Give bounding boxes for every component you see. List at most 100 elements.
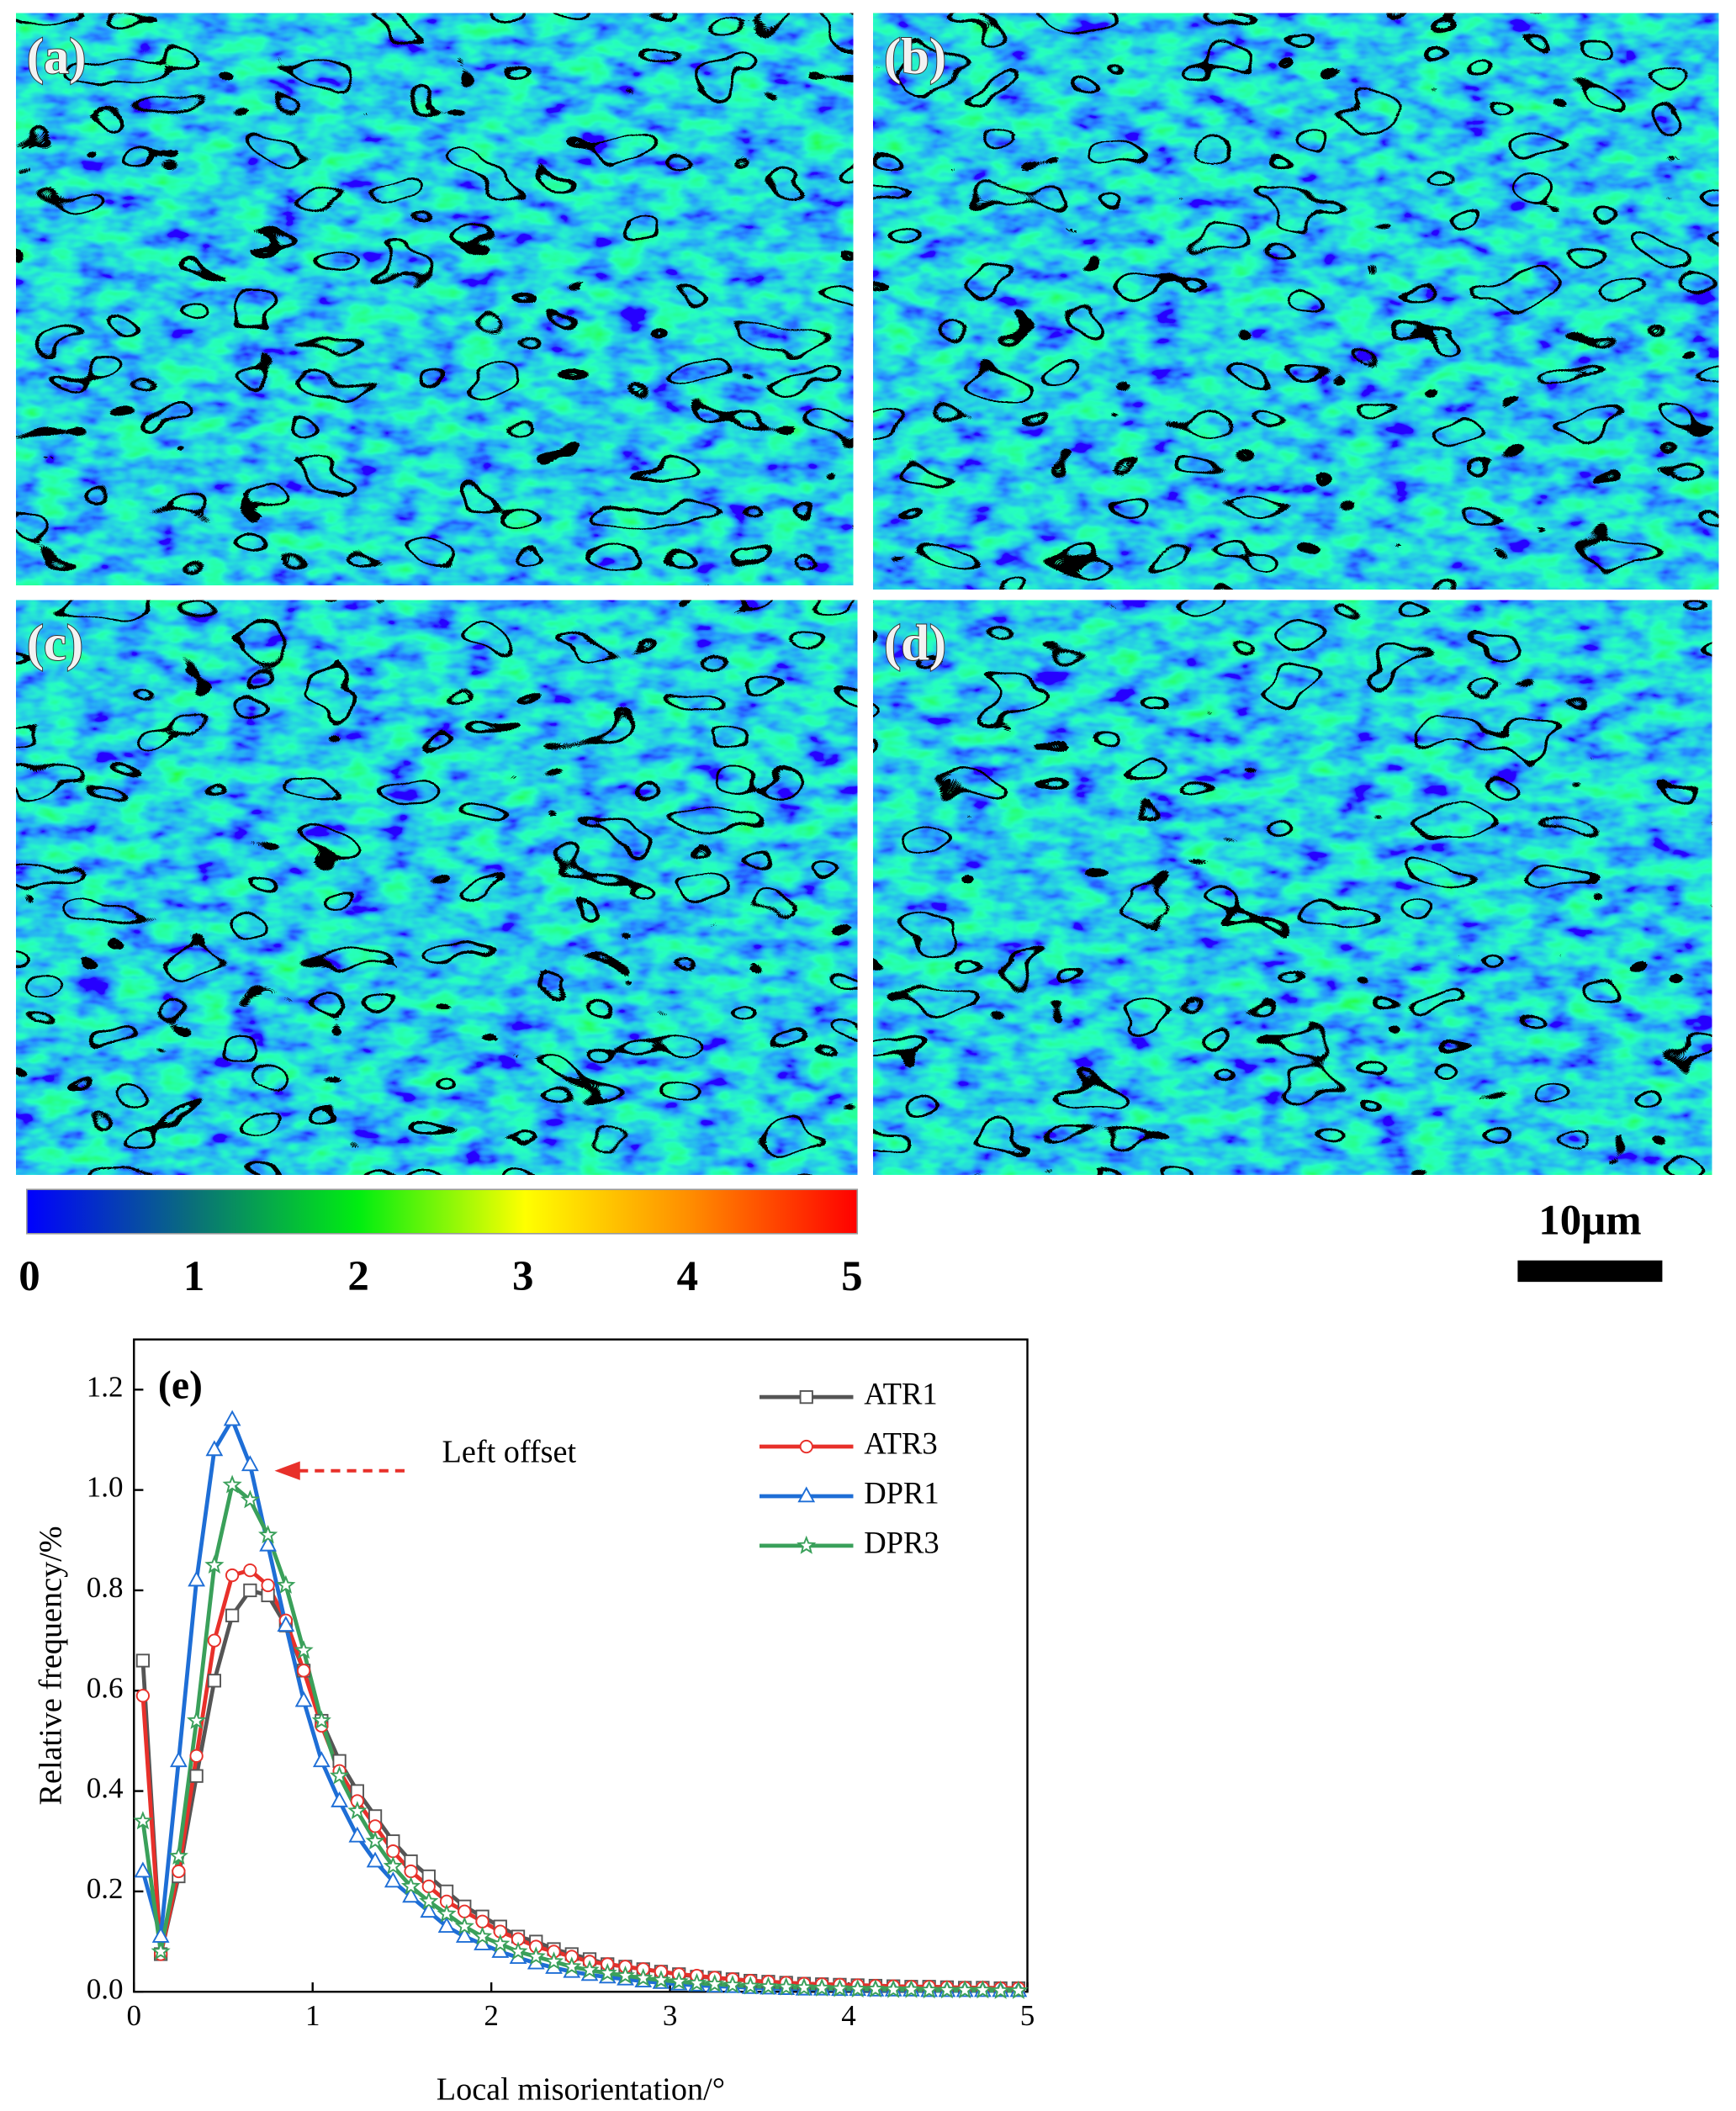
marker: [187, 1710, 207, 1729]
marker: [347, 1801, 368, 1820]
marker: [454, 1916, 474, 1935]
marker: [261, 1578, 275, 1593]
chart-title: (e): [158, 1363, 203, 1408]
x-tick-label: 2: [484, 1999, 499, 2032]
marker: [172, 1864, 186, 1879]
marker: [400, 1876, 421, 1895]
marker: [937, 1980, 957, 1999]
y-tick-label: 0.6: [87, 1671, 124, 1704]
marker: [799, 1389, 813, 1405]
marker: [311, 1710, 331, 1729]
marker: [829, 1978, 850, 1997]
y-axis-title: Relative frequency/%: [33, 1526, 68, 1805]
marker: [241, 1455, 259, 1472]
marker: [312, 1751, 331, 1768]
marker: [259, 1535, 277, 1552]
marker: [240, 1489, 260, 1509]
colorbar: [26, 1188, 859, 1235]
marker: [797, 1535, 817, 1554]
marker: [865, 1979, 886, 1998]
x-tick-label: 5: [1020, 1999, 1035, 2032]
marker: [277, 1616, 295, 1632]
marker: [740, 1976, 760, 1995]
colorbar-tick-label: 5: [841, 1253, 862, 1300]
marker: [404, 1864, 418, 1879]
marker: [189, 1749, 204, 1763]
marker: [134, 1861, 152, 1878]
marker: [848, 1979, 868, 1998]
y-tick-label: 1.0: [87, 1471, 124, 1504]
marker: [365, 1831, 385, 1850]
marker: [222, 1474, 242, 1494]
marker: [883, 1979, 903, 1998]
marker: [384, 1871, 402, 1888]
marker: [133, 1811, 153, 1830]
marker: [207, 1633, 221, 1648]
marker: [705, 1974, 725, 1993]
marker: [225, 1608, 240, 1622]
marker: [776, 1976, 797, 1996]
marker: [437, 1903, 457, 1923]
marker: [294, 1640, 314, 1659]
marker: [243, 1563, 257, 1578]
x-tick-label: 0: [127, 1999, 142, 2032]
series-line: [140, 1481, 1019, 1993]
marker: [225, 1568, 240, 1583]
marker: [437, 1917, 456, 1933]
marker: [526, 1946, 546, 1966]
marker: [168, 1845, 188, 1865]
marker: [329, 1765, 350, 1785]
marker: [419, 1891, 439, 1910]
marker: [135, 1653, 151, 1668]
marker: [633, 1967, 654, 1987]
marker: [669, 1971, 689, 1991]
marker: [421, 1879, 436, 1894]
marker: [189, 1769, 204, 1783]
annotation: Left offset: [442, 1434, 577, 1469]
marker: [223, 1410, 241, 1426]
x-tick-label: 3: [663, 1999, 678, 2032]
colorbar-tick-label: 2: [347, 1253, 368, 1300]
marker: [812, 1977, 832, 1997]
microstructure-map: [16, 13, 854, 586]
marker: [955, 1980, 975, 1999]
marker: [188, 1570, 205, 1587]
microstructure-map: [873, 13, 1719, 590]
colorbar-tick-label: 0: [19, 1253, 40, 1300]
marker: [296, 1664, 311, 1678]
marker: [458, 1904, 472, 1918]
marker: [686, 1972, 707, 1992]
marker: [204, 1554, 225, 1574]
scale-bar-label: 10μm: [1538, 1197, 1641, 1244]
marker: [615, 1965, 636, 1984]
panel-label: (b): [884, 29, 946, 85]
marker: [475, 1914, 490, 1928]
microstructure-map: [873, 600, 1712, 1175]
plot-frame: [133, 1338, 1029, 1993]
marker: [758, 1976, 779, 1996]
marker: [386, 1844, 400, 1859]
panel-label: (a): [27, 29, 87, 85]
marker: [991, 1980, 1011, 1999]
y-tick-label: 0.8: [87, 1571, 124, 1604]
panel-label: (c): [27, 616, 83, 672]
marker: [972, 1980, 992, 1999]
y-tick-label: 0.2: [87, 1872, 124, 1905]
marker: [402, 1886, 420, 1903]
scale-bar: [1517, 1260, 1663, 1283]
series-line: [140, 1568, 1019, 1991]
marker: [331, 1791, 348, 1807]
legend-label: DPR3: [864, 1525, 939, 1559]
x-axis-title: Local misorientation/°: [437, 2071, 725, 2107]
marker: [508, 1941, 528, 1960]
colorbar-tick-label: 1: [183, 1253, 204, 1300]
marker: [543, 1951, 564, 1971]
marker: [368, 1819, 383, 1833]
marker: [276, 1574, 296, 1594]
marker: [169, 1751, 188, 1768]
x-tick-label: 4: [841, 1999, 856, 2032]
annotation-arrowhead: [274, 1461, 300, 1480]
marker: [420, 1902, 438, 1918]
marker: [205, 1440, 224, 1457]
